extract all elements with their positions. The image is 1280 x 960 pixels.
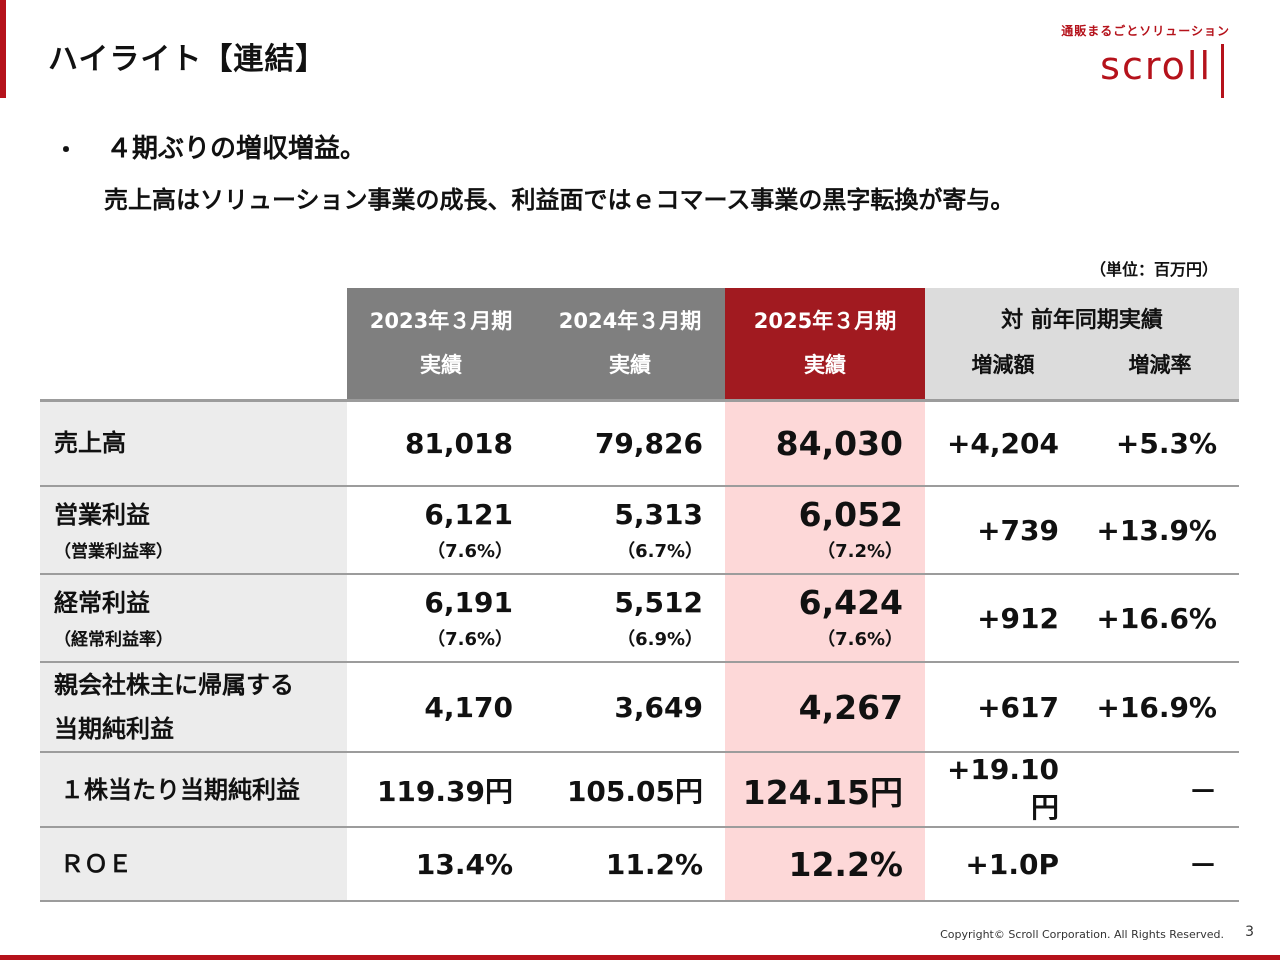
value: 6,121 bbox=[424, 498, 513, 531]
row-label: 営業利益 （営業利益率） bbox=[40, 486, 347, 575]
header-fy2023: 2023年３月期 実績 bbox=[347, 288, 535, 400]
value: 5,512 bbox=[614, 586, 703, 619]
page-title: ハイライト【連結】 bbox=[48, 42, 327, 77]
table-header-row: 2023年３月期 実績 2024年３月期 実績 2025年３月期 実績 対 前年… bbox=[40, 288, 1239, 400]
value: 5,313 bbox=[614, 498, 703, 531]
summary-detail: 売上高はソリューション事業の成長、利益面ではｅコマース事業の黒字転換が寄与。 bbox=[104, 186, 1015, 214]
ratio: （7.6%） bbox=[817, 629, 903, 650]
footer-rule bbox=[0, 955, 1280, 960]
header-fy2024-actual: 実績 bbox=[609, 353, 651, 378]
value-cell: 119.39円 bbox=[347, 752, 535, 828]
scroll-logo: 通販まるごとソリューション scroll bbox=[1034, 20, 1234, 100]
header-yoy: 対 前年同期実績 増減額 増減率 bbox=[925, 288, 1239, 400]
header-fy2025: 2025年３月期 実績 bbox=[725, 288, 925, 400]
ratio: （7.6%） bbox=[427, 541, 513, 562]
header-change-amount: 増減額 bbox=[971, 353, 1035, 378]
value-cell: 4,170 bbox=[347, 662, 535, 753]
header-yoy-title: 対 前年同期実績 bbox=[1001, 308, 1163, 334]
change-amount-cell: +19.10円 bbox=[925, 752, 1081, 828]
change-amount-cell: +912 bbox=[925, 574, 1081, 663]
change-amount-cell: +617 bbox=[925, 662, 1081, 753]
ratio: （6.9%） bbox=[617, 629, 703, 650]
row-label-main: 営業利益 bbox=[54, 501, 150, 529]
row-label: １株当たり当期純利益 bbox=[40, 752, 347, 828]
table-row: 経常利益 （経常利益率） 6,191 （7.6%） 5,512 （6.9%） 6… bbox=[40, 574, 1239, 663]
value-cell: 11.2% bbox=[535, 827, 725, 902]
copyright: Copyright© Scroll Corporation. All Right… bbox=[940, 928, 1224, 941]
table-row: 親会社株主に帰属する 当期純利益 4,170 3,649 4,267 +617 … bbox=[40, 662, 1239, 753]
logo-bar bbox=[1221, 44, 1224, 98]
row-label: ＲＯＥ bbox=[40, 827, 347, 902]
change-amount-cell: +1.0P bbox=[925, 827, 1081, 902]
value-cell-highlight: 6,052 （7.2%） bbox=[725, 486, 925, 575]
change-rate-cell: +16.9% bbox=[1081, 662, 1239, 753]
change-rate-cell: +13.9% bbox=[1081, 486, 1239, 575]
table-row: 営業利益 （営業利益率） 6,121 （7.6%） 5,313 （6.7%） 6… bbox=[40, 486, 1239, 575]
change-rate-cell: +16.6% bbox=[1081, 574, 1239, 663]
header-fy2023-actual: 実績 bbox=[420, 353, 462, 378]
highlights-table: 2023年３月期 実績 2024年３月期 実績 2025年３月期 実績 対 前年… bbox=[40, 288, 1239, 902]
title-accent-bar bbox=[0, 0, 6, 98]
value-cell: 81,018 bbox=[347, 398, 535, 487]
bullet-marker: ・ bbox=[54, 136, 78, 164]
row-label-sub: （営業利益率） bbox=[54, 542, 173, 562]
row-label: 経常利益 （経常利益率） bbox=[40, 574, 347, 663]
change-rate-cell: － bbox=[1081, 752, 1239, 828]
value-cell: 79,826 bbox=[535, 398, 725, 487]
header-fy2023-period: 2023年３月期 bbox=[369, 309, 513, 334]
row-label: 親会社株主に帰属する 当期純利益 bbox=[40, 662, 347, 753]
summary-headline: ４期ぶりの増収増益。 bbox=[106, 134, 367, 164]
value-cell: 6,121 （7.6%） bbox=[347, 486, 535, 575]
value-cell-highlight: 124.15円 bbox=[725, 752, 925, 828]
table-row: ＲＯＥ 13.4% 11.2% 12.2% +1.0P － bbox=[40, 827, 1239, 902]
value-cell-highlight: 12.2% bbox=[725, 827, 925, 902]
header-fy2025-period: 2025年３月期 bbox=[753, 309, 897, 334]
ratio: （7.6%） bbox=[427, 629, 513, 650]
value-cell: 5,313 （6.7%） bbox=[535, 486, 725, 575]
ratio: （7.2%） bbox=[817, 541, 903, 562]
value: 6,424 bbox=[798, 583, 903, 622]
row-label-main: 経常利益 bbox=[54, 589, 150, 617]
unit-note: （単位：百万円） bbox=[1089, 260, 1218, 279]
table-row: １株当たり当期純利益 119.39円 105.05円 124.15円 +19.1… bbox=[40, 752, 1239, 828]
value-cell-highlight: 6,424 （7.6%） bbox=[725, 574, 925, 663]
row-label-main: 親会社株主に帰属する bbox=[54, 671, 294, 699]
value-cell: 13.4% bbox=[347, 827, 535, 902]
logo-tagline: 通販まるごとソリューション bbox=[1061, 24, 1230, 38]
table-row: 売上高 81,018 79,826 84,030 +4,204 +5.3% bbox=[40, 398, 1239, 487]
ratio: （6.7%） bbox=[617, 541, 703, 562]
value: 6,052 bbox=[798, 495, 903, 534]
row-label-sub: 当期純利益 bbox=[54, 715, 174, 743]
row-label: 売上高 bbox=[40, 398, 347, 487]
header-fy2024-period: 2024年３月期 bbox=[558, 309, 702, 334]
header-fy2024: 2024年３月期 実績 bbox=[535, 288, 725, 400]
change-amount-cell: +4,204 bbox=[925, 398, 1081, 487]
header-blank-cell bbox=[40, 288, 347, 400]
header-change-rate: 増減率 bbox=[1128, 353, 1192, 378]
value-cell: 5,512 （6.9%） bbox=[535, 574, 725, 663]
value-cell-highlight: 4,267 bbox=[725, 662, 925, 753]
value-cell: 105.05円 bbox=[535, 752, 725, 828]
change-amount-cell: +739 bbox=[925, 486, 1081, 575]
value-cell: 6,191 （7.6%） bbox=[347, 574, 535, 663]
value: 6,191 bbox=[424, 586, 513, 619]
change-rate-cell: － bbox=[1081, 827, 1239, 902]
row-label-sub: （経常利益率） bbox=[54, 630, 173, 650]
value-cell-highlight: 84,030 bbox=[725, 398, 925, 487]
value-cell: 3,649 bbox=[535, 662, 725, 753]
logo-wordmark: scroll bbox=[1100, 44, 1212, 88]
change-rate-cell: +5.3% bbox=[1081, 398, 1239, 487]
header-fy2025-actual: 実績 bbox=[804, 353, 846, 378]
page-number: 3 bbox=[1245, 924, 1254, 940]
